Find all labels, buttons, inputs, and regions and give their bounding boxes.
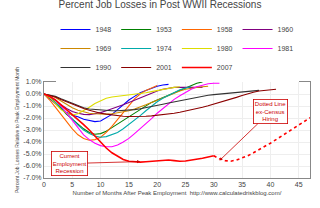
svg-text:25: 25 <box>182 181 190 188</box>
svg-text:30: 30 <box>210 181 218 188</box>
svg-text:1969: 1969 <box>96 45 112 52</box>
svg-text:1958: 1958 <box>217 26 233 33</box>
svg-text:-6.0%: -6.0% <box>23 162 41 169</box>
svg-text:35: 35 <box>238 181 246 188</box>
svg-text:-2.0%: -2.0% <box>23 114 41 121</box>
svg-text:0.0%: 0.0% <box>26 90 42 97</box>
svg-text:Percent Job Losses in Post WWI: Percent Job Losses in Post WWII Recessio… <box>59 0 262 10</box>
svg-text:1.0%: 1.0% <box>26 78 42 85</box>
svg-text:1980: 1980 <box>217 45 233 52</box>
svg-text:1948: 1948 <box>96 26 112 33</box>
svg-text:-5.0%: -5.0% <box>23 150 41 157</box>
svg-text:-7.0%: -7.0% <box>23 174 41 181</box>
svg-text:20: 20 <box>153 181 161 188</box>
svg-text:2007: 2007 <box>217 64 233 71</box>
svg-text:-4.0%: -4.0% <box>23 138 41 145</box>
svg-text:1990: 1990 <box>96 64 112 71</box>
svg-text:0: 0 <box>42 181 46 188</box>
svg-text:1974: 1974 <box>156 45 172 52</box>
svg-text:40: 40 <box>266 181 274 188</box>
svg-text:15: 15 <box>125 181 133 188</box>
svg-text:10: 10 <box>97 181 105 188</box>
svg-text:45: 45 <box>295 181 303 188</box>
svg-text:5: 5 <box>70 181 74 188</box>
svg-text:1953: 1953 <box>156 26 172 33</box>
svg-text:-3.0%: -3.0% <box>23 126 41 133</box>
svg-text:Number of Months After Peak Em: Number of Months After Peak Employment h… <box>73 190 282 196</box>
svg-text:Dotted Lineex-CensusHiring: Dotted Lineex-CensusHiring <box>255 101 286 123</box>
svg-text:Percent Job Losses Relative to: Percent Job Losses Relative to Peak Empl… <box>14 67 20 193</box>
svg-text:1960: 1960 <box>278 26 294 33</box>
svg-text:CurrentEmploymentRecession: CurrentEmploymentRecession <box>53 153 87 175</box>
svg-text:1981: 1981 <box>278 45 294 52</box>
svg-text:-1.0%: -1.0% <box>23 102 41 109</box>
svg-text:2001: 2001 <box>156 64 172 71</box>
